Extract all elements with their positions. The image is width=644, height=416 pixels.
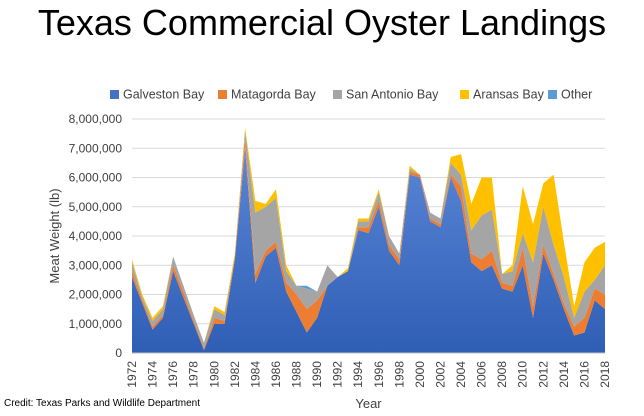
x-tick-label: 2002 xyxy=(433,361,447,388)
y-tick-label: 2,000,000 xyxy=(69,288,123,302)
x-tick-label: 1980 xyxy=(207,361,221,388)
x-axis-title: Year xyxy=(355,396,382,411)
x-tick-label: 1986 xyxy=(269,361,283,388)
x-tick-label: 2018 xyxy=(598,361,612,388)
x-tick-label: 1990 xyxy=(310,361,324,388)
chart-title: Texas Commercial Oyster Landings xyxy=(37,2,607,43)
x-tick-label: 2006 xyxy=(475,361,489,388)
x-tick-label: 1998 xyxy=(392,361,406,388)
area-aransas-bay xyxy=(132,127,605,343)
legend-label: Matagorda Bay xyxy=(231,88,317,102)
x-tick-label: 2016 xyxy=(577,361,591,388)
x-tick-label: 2000 xyxy=(413,361,427,388)
credit-text: Credit: Texas Parks and Wildlife Departm… xyxy=(4,398,201,409)
x-tick-label: 1996 xyxy=(372,361,386,388)
x-tick-label: 1982 xyxy=(228,361,242,388)
legend-swatch xyxy=(548,90,557,99)
legend-swatch xyxy=(460,90,469,99)
y-tick-label: 8,000,000 xyxy=(69,112,123,126)
x-tick-label: 1978 xyxy=(187,361,201,388)
legend-label: Other xyxy=(561,88,592,102)
legend-label: Galveston Bay xyxy=(123,88,205,102)
legend-swatch xyxy=(333,90,342,99)
legend-swatch xyxy=(218,90,227,99)
x-tick-label: 2014 xyxy=(557,361,571,388)
y-tick-label: 6,000,000 xyxy=(69,171,123,185)
legend-label: Aransas Bay xyxy=(473,88,545,102)
x-tick-label: 2004 xyxy=(454,361,468,388)
x-tick-label: 1984 xyxy=(248,361,262,388)
axes: 0 1,000,000 2,000,000 3,000,000 4,000,000 5,0… xyxy=(47,112,612,411)
x-tick-label: 2012 xyxy=(536,361,550,388)
x-tick-label: 2008 xyxy=(495,361,509,388)
legend: Galveston Bay Matagorda Bay San Antonio Ba… xyxy=(110,88,592,102)
y-tick-label: 0 xyxy=(115,346,122,360)
area-san-antonio-bay xyxy=(132,130,605,349)
y-tick-label: 3,000,000 xyxy=(69,258,123,272)
x-tick-label: 1974 xyxy=(146,361,160,388)
x-tick-label: 2010 xyxy=(516,361,530,388)
y-tick-label: 5,000,000 xyxy=(69,200,123,214)
x-tick-label: 1988 xyxy=(290,361,304,388)
stacked-areas xyxy=(132,127,605,353)
y-tick-label: 7,000,000 xyxy=(69,141,123,155)
x-tick-label: 1976 xyxy=(166,361,180,388)
y-tick-label: 4,000,000 xyxy=(69,229,123,243)
x-tick-label: 1992 xyxy=(331,361,345,388)
legend-swatch xyxy=(110,90,119,99)
area-galveston-bay xyxy=(132,148,605,353)
legend-label: San Antonio Bay xyxy=(346,88,439,102)
y-tick-label: 1,000,000 xyxy=(69,317,123,331)
x-tick-label: 1994 xyxy=(351,361,365,388)
x-tick-label: 1972 xyxy=(125,361,139,388)
y-axis-title: Meat Weight (lb) xyxy=(47,188,62,283)
